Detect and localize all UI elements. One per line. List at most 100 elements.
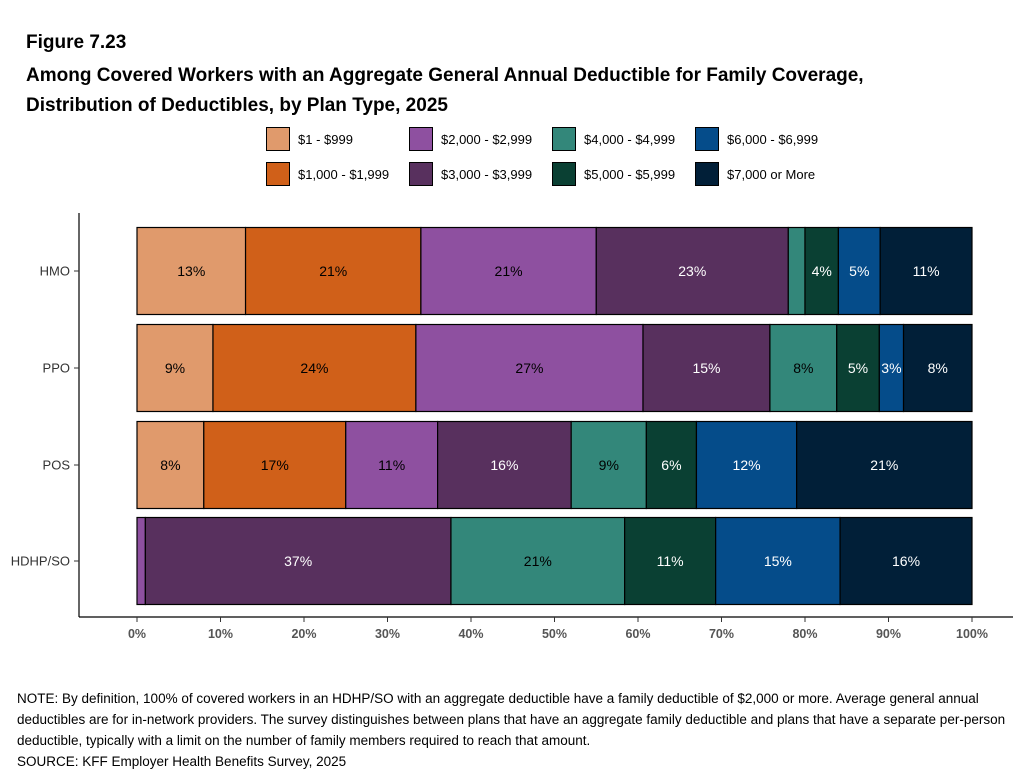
x-tick-label: 40% (458, 627, 483, 641)
bar-segment (836, 323, 880, 413)
bar-segment (839, 516, 973, 606)
legend-item: $7,000 or More (695, 161, 815, 187)
figure-label: Figure 7.23 (26, 32, 127, 53)
data-label: 21% (870, 457, 898, 473)
bar-segment (837, 226, 881, 316)
legend-swatch (409, 162, 433, 186)
stacked-bar-chart: 0% 10% 20% 30% 40% 50% 60% 70% 80% 90% 100% HMO 13% 2… (11, 213, 1013, 641)
x-tick-label: 80% (792, 627, 817, 641)
bar-segment (415, 323, 644, 413)
chart-title-line-2: Distribution of Deductibles, by Plan Typ… (26, 95, 448, 116)
data-label: 17% (261, 457, 289, 473)
chart-title-line-1: Among Covered Workers with an Aggregate … (26, 65, 864, 86)
x-tick-label: 100% (956, 627, 988, 641)
bar-segment (437, 420, 572, 510)
legend-label: $6,000 - $6,999 (727, 131, 819, 147)
data-label: 15% (692, 360, 720, 376)
data-label: 8% (160, 457, 180, 473)
data-label: 9% (165, 360, 185, 376)
bar-segment (624, 516, 717, 606)
y-tick-label: POS (43, 458, 71, 473)
legend-item: $1 - $999 (266, 126, 353, 152)
data-label: 9% (599, 457, 619, 473)
legend-swatch (409, 127, 433, 151)
bar-segment (769, 323, 838, 413)
data-label: 15% (764, 553, 792, 569)
data-label: 13% (177, 263, 205, 279)
x-tick-label: 0% (128, 627, 146, 641)
data-label: 11% (378, 457, 405, 473)
data-label: 27% (515, 360, 543, 376)
x-tick-label: 70% (709, 627, 734, 641)
data-label: 21% (524, 553, 552, 569)
data-label: 21% (319, 263, 347, 279)
legend-item: $1,000 - $1,999 (266, 161, 389, 187)
data-label: 5% (848, 360, 868, 376)
chart-legend: $1 - $999 $1,000 - $1,999 $2,000 - $2,999 $… (266, 126, 866, 188)
x-tick-label: 60% (625, 627, 650, 641)
data-label: 8% (793, 360, 813, 376)
legend-label: $7,000 or More (727, 166, 816, 182)
data-label: 37% (284, 553, 312, 569)
bar-segment (570, 420, 647, 510)
data-label: 12% (733, 457, 761, 473)
bar-segment (203, 420, 347, 510)
legend-item: $6,000 - $6,999 (695, 126, 818, 152)
chart-notes: NOTE: By definition, 100% of covered wor… (17, 688, 1007, 772)
bar-segment (450, 516, 626, 606)
bar-segment (879, 226, 973, 316)
x-tick-label: 50% (542, 627, 567, 641)
data-label: 23% (678, 263, 706, 279)
bar-segment (695, 420, 798, 510)
legend-label: $1 - $999 (298, 131, 353, 147)
data-label: 21% (495, 263, 523, 279)
bar-segment (420, 226, 597, 316)
legend-swatch (695, 162, 719, 186)
legend-swatch (266, 127, 290, 151)
legend-swatch (552, 127, 576, 151)
legend-label: $5,000 - $5,999 (584, 166, 676, 182)
bar-segment (878, 323, 905, 413)
bar-segment (136, 516, 146, 606)
x-tick-label: 90% (876, 627, 901, 641)
data-label: 6% (661, 457, 681, 473)
legend-label: $1,000 - $1,999 (298, 166, 390, 182)
data-label: 24% (300, 360, 328, 376)
y-tick-label: HDHP/SO (11, 554, 70, 569)
chart-title: Among Covered Workers with an Aggregate … (26, 61, 1006, 121)
legend-label: $2,000 - $2,999 (441, 131, 533, 147)
x-tick-label: 20% (291, 627, 316, 641)
y-tick-label: PPO (43, 361, 70, 376)
bar-segment (136, 420, 205, 510)
note-text: NOTE: By definition, 100% of covered wor… (17, 691, 1006, 748)
legend-label: $3,000 - $3,999 (441, 166, 533, 182)
bar-segment (796, 420, 973, 510)
legend-label: $4,000 - $4,999 (584, 131, 676, 147)
data-label: 8% (928, 360, 948, 376)
bar-segment (212, 323, 417, 413)
bar-segment (787, 226, 806, 316)
data-label: 11% (657, 553, 684, 569)
x-tick-label: 10% (208, 627, 233, 641)
bar-segment (715, 516, 841, 606)
data-label: 16% (490, 457, 518, 473)
x-tick-label: 30% (375, 627, 400, 641)
legend-item: $3,000 - $3,999 (409, 161, 532, 187)
legend-item: $5,000 - $5,999 (552, 161, 675, 187)
bar-segment (645, 420, 698, 510)
bar-segment (345, 420, 439, 510)
data-label: 11% (913, 263, 940, 279)
source-text: SOURCE: KFF Employer Health Benefits Sur… (17, 754, 347, 769)
data-label: 3% (881, 360, 901, 376)
legend-swatch (266, 162, 290, 186)
data-label: 4% (812, 263, 832, 279)
legend-item: $2,000 - $2,999 (409, 126, 532, 152)
y-tick-label: HMO (40, 264, 70, 279)
bar-segment (902, 323, 973, 413)
bar-segment (642, 323, 771, 413)
data-label: 5% (849, 263, 869, 279)
data-label: 16% (892, 553, 920, 569)
legend-item: $4,000 - $4,999 (552, 126, 675, 152)
legend-swatch (695, 127, 719, 151)
bar-segment (136, 323, 214, 413)
